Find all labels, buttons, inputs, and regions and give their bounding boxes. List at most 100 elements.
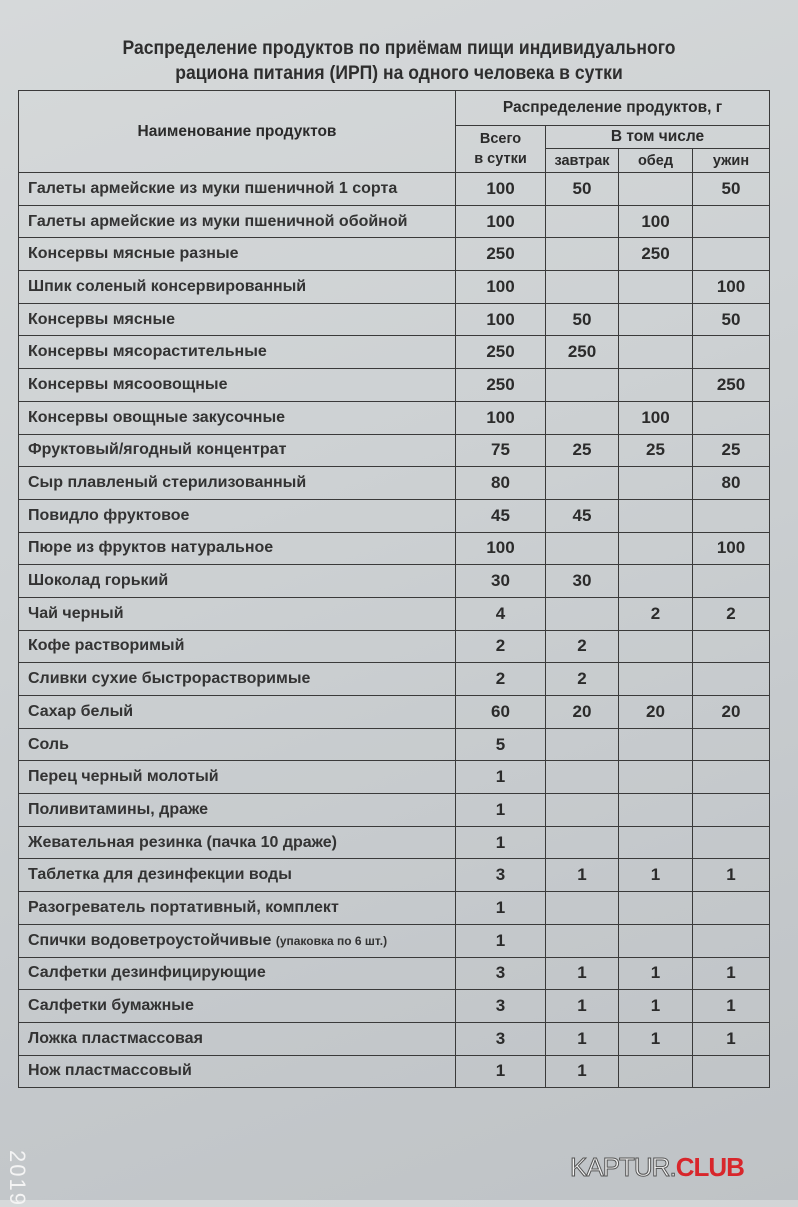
product-name: Консервы мясорастительные xyxy=(18,335,456,370)
cell-dinner xyxy=(691,629,771,664)
cell-lunch xyxy=(618,335,693,370)
cell-dinner xyxy=(691,825,771,860)
cell-total: 1 xyxy=(455,825,546,860)
table-row: Спички водоветроустойчивые (упаковка по … xyxy=(18,923,771,958)
cell-breakfast xyxy=(545,727,619,762)
cell-total: 100 xyxy=(455,302,546,337)
cell-dinner: 1 xyxy=(691,989,771,1023)
cell-dinner xyxy=(691,727,771,762)
cell-lunch: 25 xyxy=(618,433,693,468)
cell-total: 100 xyxy=(455,400,546,435)
table-row: Поливитамины, драже 1 xyxy=(18,793,771,827)
table-row: Галеты армейские из муки пшеничной 1 сор… xyxy=(18,172,771,206)
cell-lunch xyxy=(618,270,693,304)
cell-total: 1 xyxy=(455,891,546,925)
cell-total: 2 xyxy=(455,662,546,696)
cell-total: 100 xyxy=(455,204,546,239)
cell-breakfast xyxy=(545,891,619,925)
cell-breakfast: 30 xyxy=(545,564,619,598)
cell-total: 3 xyxy=(455,858,546,893)
cell-lunch xyxy=(618,662,693,696)
table-row: Консервы мясные разные 250 250 xyxy=(18,237,771,272)
table-row: Ложка пластмассовая 3 1 1 1 xyxy=(18,1021,771,1056)
header-distribution: Распределение продуктов, г xyxy=(454,90,771,126)
header-total: Всего в сутки xyxy=(455,125,546,173)
product-name: Жевательная резинка (пачка 10 драже) xyxy=(18,825,456,860)
table-row: Сахар белый 60 20 20 20 xyxy=(18,695,771,729)
cell-dinner xyxy=(691,662,771,696)
cell-lunch xyxy=(618,172,693,206)
cell-dinner: 100 xyxy=(691,531,771,566)
cell-breakfast xyxy=(545,400,619,435)
product-name: Соль xyxy=(18,727,456,762)
watermark-logo: KAPTUR.CLUB xyxy=(570,1152,745,1183)
ration-table: Наименование продуктов Распределение про… xyxy=(18,90,771,1089)
cell-lunch xyxy=(618,891,693,925)
cell-lunch: 250 xyxy=(618,237,693,272)
cell-breakfast: 25 xyxy=(545,433,619,468)
cell-lunch xyxy=(618,564,693,598)
cell-total: 1 xyxy=(455,793,546,827)
cell-total: 250 xyxy=(455,237,546,272)
cell-lunch xyxy=(618,825,693,860)
table-row: Шоколад горький 30 30 xyxy=(18,564,771,598)
cell-total: 75 xyxy=(455,433,546,468)
cell-lunch xyxy=(618,923,693,958)
product-name: Сливки сухие быстрорастворимые xyxy=(18,662,456,696)
cell-dinner: 250 xyxy=(691,368,771,402)
product-name: Таблетка для дезинфекции воды xyxy=(18,858,456,893)
product-name: Разогреватель портативный, комплект xyxy=(18,891,456,925)
cell-dinner xyxy=(691,564,771,598)
product-name: Консервы мясные разные xyxy=(18,237,456,272)
cell-total: 3 xyxy=(455,989,546,1023)
cell-total: 3 xyxy=(455,1021,546,1056)
cell-dinner xyxy=(691,1054,771,1089)
document-title: Распределение продуктов по приёмам пищи … xyxy=(122,37,676,84)
table-row: Нож пластмассовый 1 1 xyxy=(18,1054,771,1089)
table-row: Галеты армейские из муки пшеничной обойн… xyxy=(18,204,771,239)
product-name: Чай черный xyxy=(18,596,456,631)
header-dinner: ужин xyxy=(691,148,771,173)
table-row: Консервы мясные 100 50 50 xyxy=(18,302,771,337)
cell-total: 1 xyxy=(455,760,546,795)
product-name: Консервы мясные xyxy=(18,302,456,337)
cell-total: 60 xyxy=(455,695,546,729)
cell-dinner: 2 xyxy=(691,596,771,631)
cell-lunch xyxy=(618,531,693,566)
table-row: Пюре из фруктов натуральное 100 100 xyxy=(18,531,771,566)
product-name: Перец черный молотый xyxy=(18,760,456,795)
cell-breakfast: 1 xyxy=(545,858,619,893)
product-name: Галеты армейские из муки пшеничной обойн… xyxy=(18,204,456,239)
cell-lunch: 1 xyxy=(618,989,693,1023)
cell-dinner xyxy=(691,335,771,370)
cell-dinner: 80 xyxy=(691,466,771,500)
cell-total: 1 xyxy=(455,923,546,958)
cell-lunch xyxy=(618,793,693,827)
product-name: Кофе растворимый xyxy=(18,629,456,664)
cell-breakfast xyxy=(545,760,619,795)
cell-dinner: 1 xyxy=(691,1021,771,1056)
product-name: Поливитамины, драже xyxy=(18,793,456,827)
cell-total: 80 xyxy=(455,466,546,500)
cell-lunch xyxy=(618,760,693,795)
product-name: Шпик соленый консервированный xyxy=(18,270,456,304)
product-note: (упаковка по 6 шт.) xyxy=(275,933,388,948)
cell-dinner: 20 xyxy=(691,695,771,729)
product-name: Нож пластмассовый xyxy=(18,1054,456,1089)
product-name: Консервы овощные закусочные xyxy=(18,400,456,435)
cell-total: 3 xyxy=(455,956,546,991)
cell-dinner xyxy=(691,793,771,827)
header-lunch: обед xyxy=(618,148,693,173)
cell-lunch: 2 xyxy=(618,596,693,631)
cell-lunch xyxy=(618,629,693,664)
table-row: Сыр плавленый стерилизованный 80 80 xyxy=(18,466,771,500)
table-row: Кофе растворимый 2 2 xyxy=(18,629,771,664)
cell-lunch xyxy=(618,466,693,500)
cell-breakfast: 1 xyxy=(545,989,619,1023)
product-name: Сыр плавленый стерилизованный xyxy=(18,466,456,500)
cell-lunch: 1 xyxy=(618,1021,693,1056)
cell-dinner xyxy=(691,400,771,435)
cell-lunch xyxy=(618,368,693,402)
cell-lunch xyxy=(618,727,693,762)
cell-dinner: 25 xyxy=(691,433,771,468)
